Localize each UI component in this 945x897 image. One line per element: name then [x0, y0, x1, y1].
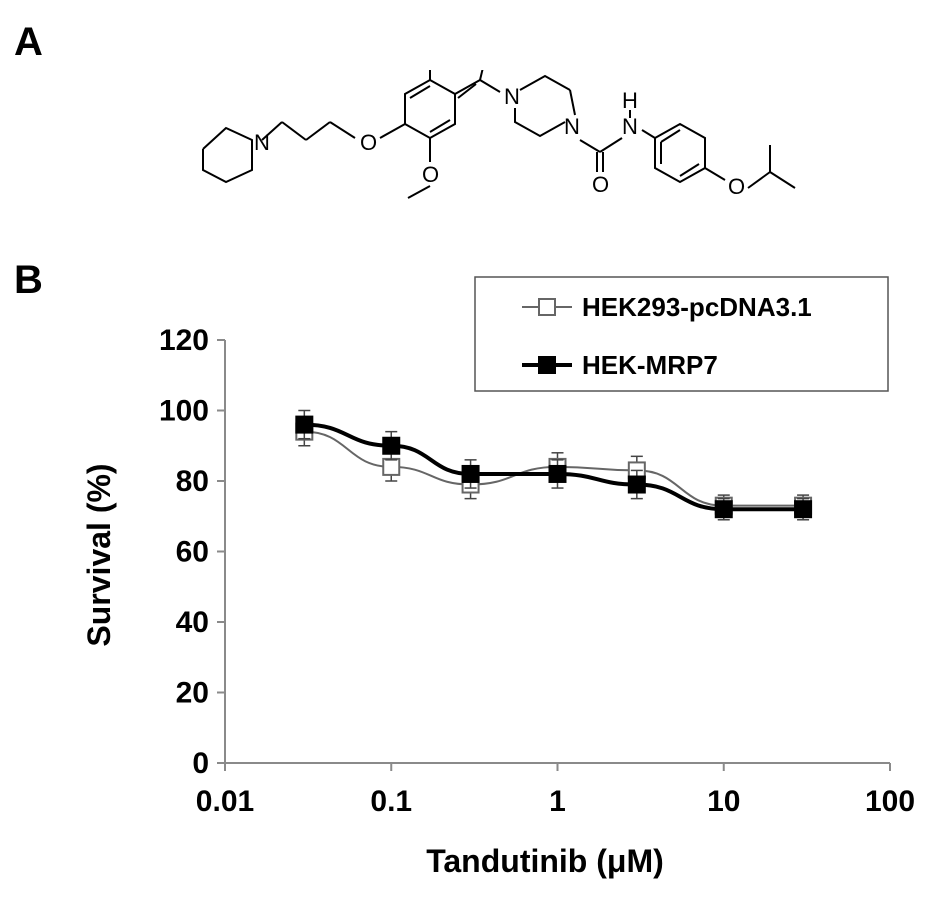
atom-n: N	[622, 114, 638, 139]
chart-legend: HEK293-pcDNA3.1 HEK-MRP7	[474, 276, 889, 392]
y-tick-label: 120	[159, 324, 209, 357]
data-point	[461, 464, 480, 483]
atom-n: N	[254, 130, 270, 155]
x-tick-label: 0.1	[370, 785, 412, 818]
data-point	[794, 500, 813, 519]
panel-a-label: A	[14, 20, 43, 64]
series-hek-mrp7	[295, 409, 813, 521]
atom-o: O	[728, 174, 745, 199]
y-axis-title: Survival (%)	[81, 463, 117, 646]
y-tick-label: 80	[176, 465, 209, 498]
y-tick-label: 100	[159, 395, 209, 428]
legend-label: HEK293-pcDNA3.1	[582, 292, 812, 322]
data-point	[382, 457, 401, 476]
panel-b-label: B	[14, 258, 43, 302]
legend-marker	[538, 356, 556, 374]
legend-marker	[538, 298, 556, 316]
legend-label: HEK-MRP7	[582, 350, 718, 380]
x-tick-label: 0.01	[196, 785, 254, 818]
atom-h: H	[622, 88, 638, 113]
x-axis-title: Tandutinib (μM)	[426, 843, 664, 879]
data-point	[382, 436, 401, 455]
x-tick-label: 10	[707, 785, 740, 818]
chart-axes: 0 20 40 60 80 100 120 0.01 0.1 1 10 100	[159, 324, 915, 818]
data-point	[714, 500, 733, 519]
chart-series	[295, 409, 813, 521]
atom-o: O	[360, 130, 377, 155]
y-tick-label: 0	[192, 747, 209, 780]
y-tick-label: 40	[176, 606, 209, 639]
atom-o: O	[592, 172, 609, 197]
data-point	[548, 464, 567, 483]
chemical-structure: N O N N O N N O H N O	[202, 70, 796, 199]
data-point	[295, 415, 314, 434]
x-tick-label: 1	[549, 785, 566, 818]
atom-n: N	[504, 84, 520, 109]
structure-atoms: N O N N O N N O H N O	[254, 84, 745, 199]
structure-bonds	[202, 70, 796, 199]
x-tick-label: 100	[865, 785, 915, 818]
y-tick-label: 60	[176, 536, 209, 569]
atom-o: O	[422, 162, 439, 187]
atom-n: N	[564, 114, 580, 139]
data-point	[627, 475, 646, 494]
y-tick-label: 20	[176, 677, 209, 710]
